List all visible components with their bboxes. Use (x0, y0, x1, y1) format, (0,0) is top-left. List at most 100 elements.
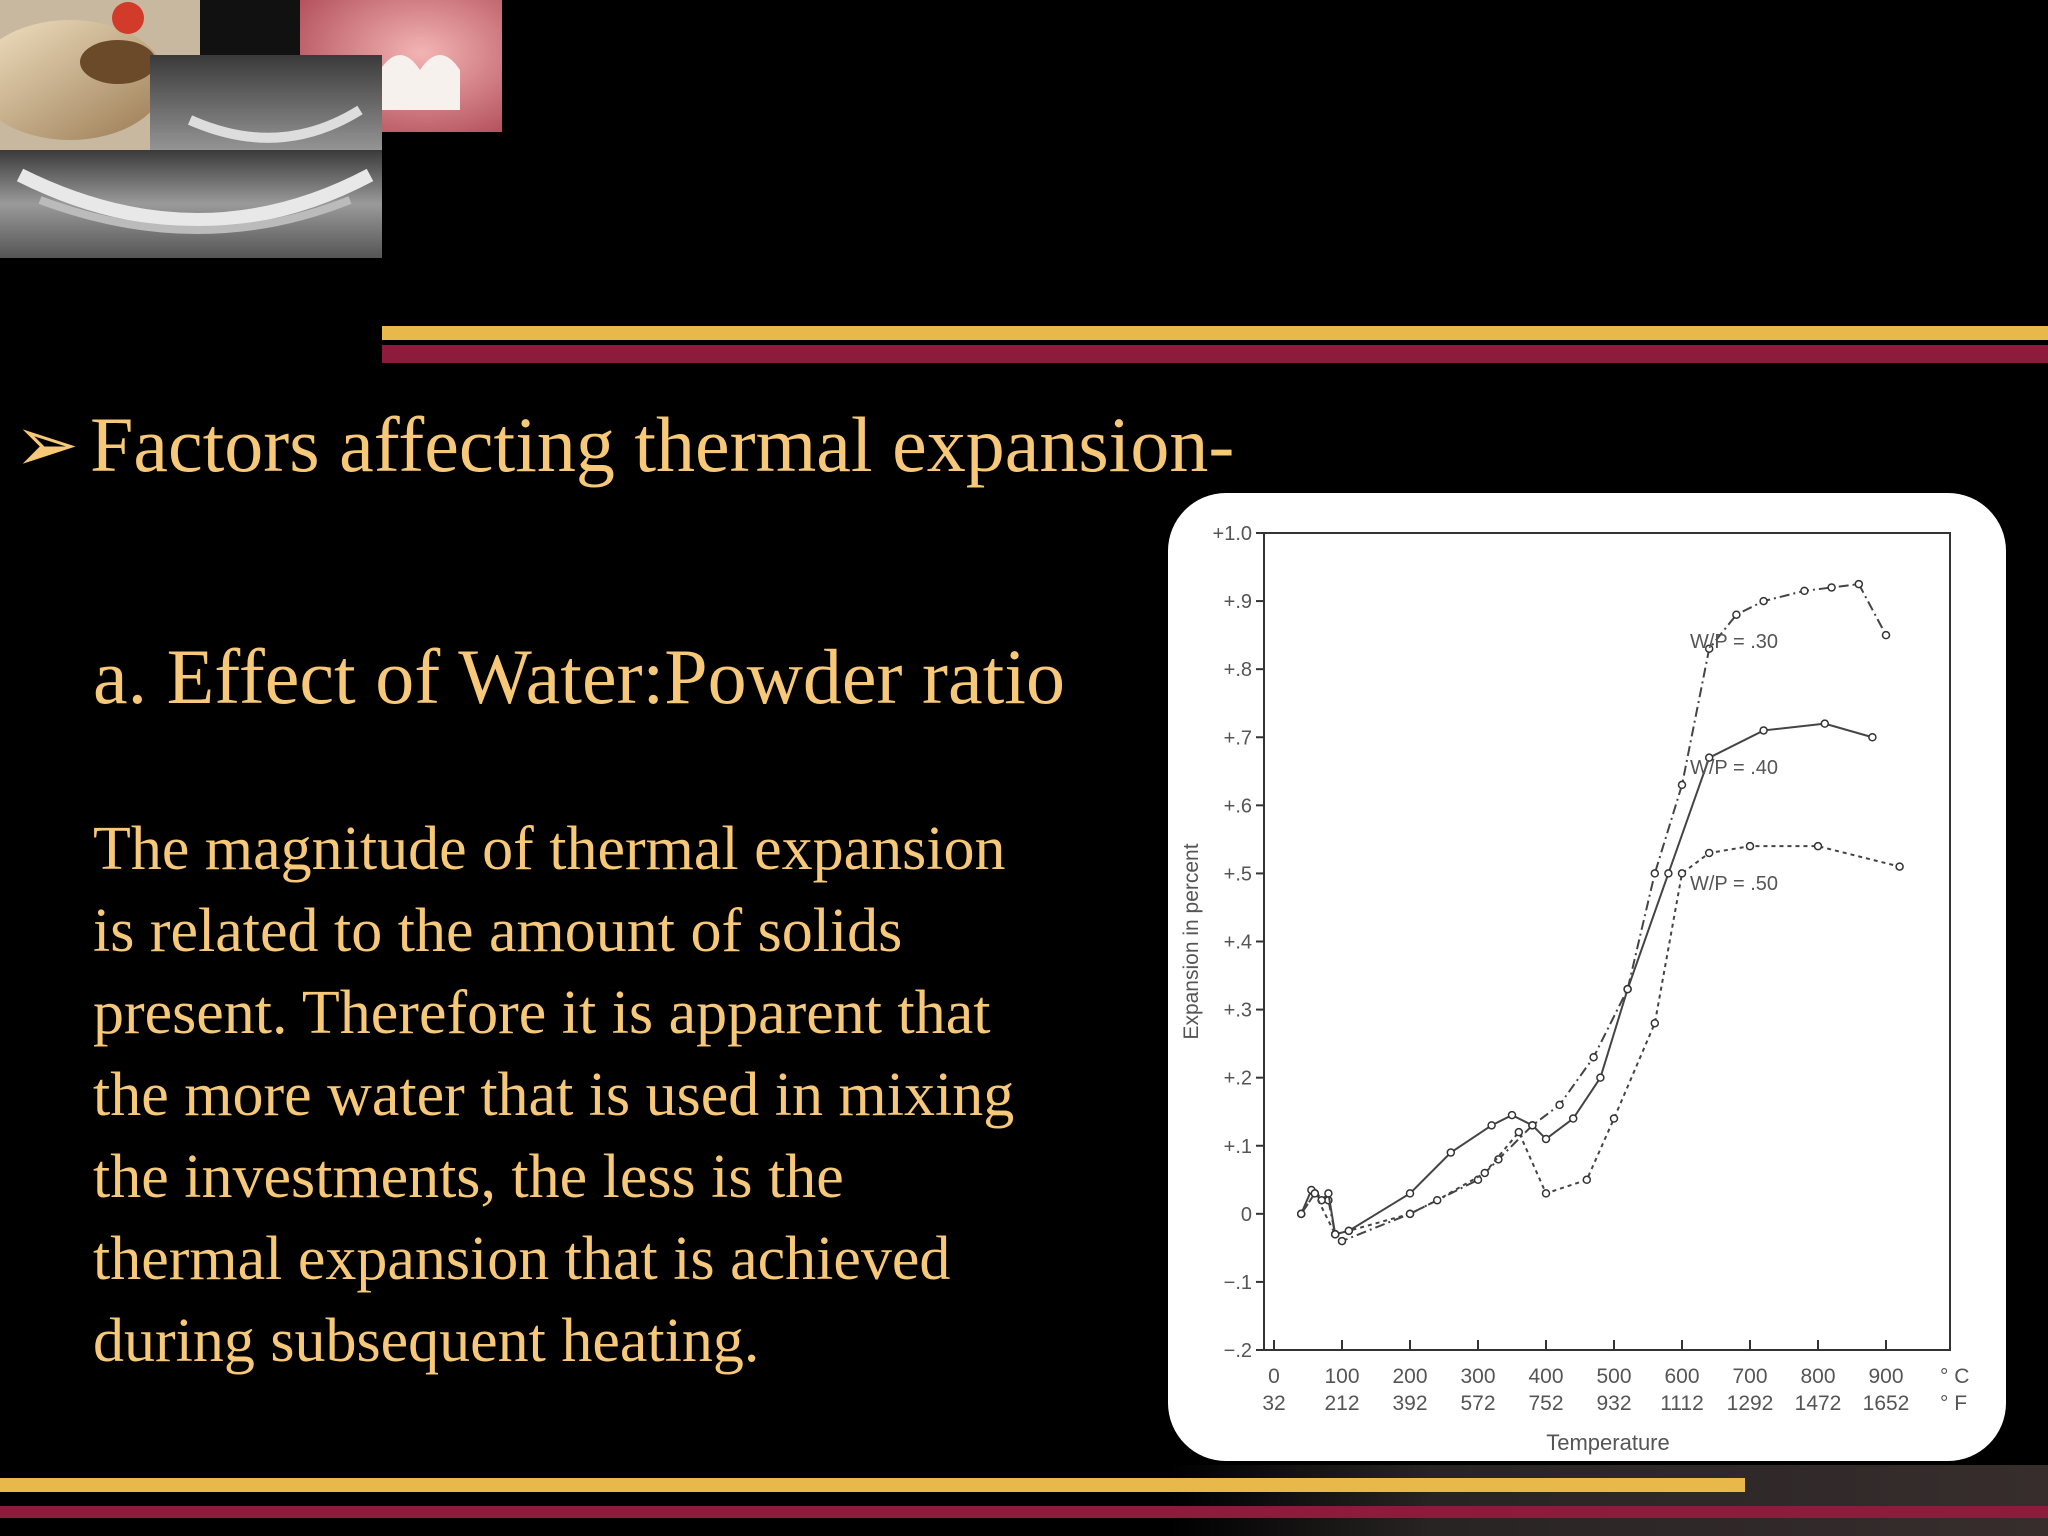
data-point (1895, 862, 1904, 871)
data-point (1650, 1018, 1660, 1028)
x-tick-label-celsius: 700 (1732, 1365, 1767, 1388)
data-point (1759, 726, 1768, 735)
body-paragraph: The magnitude of thermal expansion is re… (93, 808, 1153, 1382)
x-tick-label-celsius: 200 (1392, 1365, 1427, 1388)
x-tick-label-fahrenheit: 572 (1460, 1392, 1495, 1415)
x-tick-label-celsius: 400 (1528, 1365, 1563, 1388)
y-tick-label: +.5 (1224, 863, 1252, 885)
x-tick-label-celsius: 300 (1460, 1365, 1495, 1388)
y-tick-label: +.4 (1224, 932, 1252, 954)
data-point (1310, 1189, 1320, 1198)
body-line: is related to the amount of solids (93, 897, 903, 965)
data-point (1704, 753, 1714, 762)
data-point (1609, 1114, 1619, 1123)
data-point (1330, 1230, 1340, 1239)
y-tick-label: +1.0 (1213, 523, 1252, 545)
y-axis-label: Expansion in percent (1180, 843, 1203, 1039)
data-point (1324, 1189, 1333, 1198)
series-line (1300, 722, 1873, 1236)
y-tick-label: +.7 (1224, 727, 1252, 749)
data-point (1296, 1209, 1306, 1219)
y-tick-label: −.1 (1224, 1272, 1252, 1294)
series-line (1300, 845, 1900, 1236)
y-tick-label: 0 (1241, 1204, 1252, 1226)
bottom-maroon-band (0, 1506, 2048, 1518)
x-tick-label-celsius: 0 (1268, 1365, 1280, 1388)
y-tick-label: +.2 (1224, 1068, 1252, 1090)
x-tick-label-celsius: 800 (1800, 1365, 1835, 1388)
data-point (1677, 869, 1687, 878)
data-point (1344, 1226, 1354, 1236)
series-label: W/P = .30 (1690, 631, 1778, 653)
body-line: the investments, the less is the (93, 1143, 844, 1211)
dental-photo-collage (0, 0, 502, 258)
top-gold-band (382, 326, 2048, 340)
data-point (1664, 869, 1673, 878)
x-tick-label-fahrenheit: 752 (1528, 1392, 1563, 1415)
body-line: during subsequent heating. (93, 1307, 760, 1375)
data-point (1854, 579, 1864, 589)
y-tick-label: +.9 (1224, 591, 1252, 613)
slide-subheading: a. Effect of Water:Powder ratio (93, 633, 1065, 720)
unit-label-celsius: ° C (1940, 1365, 1969, 1388)
data-point (1820, 719, 1830, 728)
y-tick-label: +.1 (1224, 1136, 1252, 1158)
data-point (1677, 780, 1687, 790)
bottom-faded-decoration (1170, 1465, 2048, 1536)
data-point (1589, 1052, 1598, 1062)
body-line: The magnitude of thermal expansion (93, 815, 1006, 883)
x-tick-label-fahrenheit: 32 (1262, 1392, 1285, 1415)
data-point (1405, 1189, 1415, 1198)
body-line: present. Therefore it is apparent that (93, 979, 991, 1047)
data-point (1446, 1148, 1456, 1157)
data-point (1568, 1114, 1578, 1123)
x-tick-label-celsius: 500 (1596, 1365, 1631, 1388)
x-axis-label: Temperature (1546, 1430, 1670, 1455)
bottom-gold-band (0, 1478, 1745, 1492)
y-tick-label: −.2 (1224, 1340, 1252, 1362)
bullet-heading: ➢ Factors affecting thermal expansion- (14, 400, 1234, 490)
data-point (1432, 1195, 1442, 1205)
data-point (1623, 984, 1632, 994)
data-point (1541, 1189, 1551, 1198)
data-point (1650, 869, 1660, 878)
data-point (1704, 644, 1714, 653)
slide-heading: Factors affecting thermal expansion- (90, 401, 1235, 488)
chart-card (1168, 493, 2006, 1461)
data-point (1745, 841, 1755, 851)
x-tick-label-celsius: 900 (1868, 1365, 1903, 1388)
data-point (1582, 1175, 1592, 1185)
data-point (1704, 848, 1714, 858)
x-tick-label-fahrenheit: 212 (1324, 1392, 1359, 1415)
x-tick-label-fahrenheit: 392 (1392, 1392, 1427, 1415)
x-tick-label-fahrenheit: 1652 (1863, 1392, 1910, 1415)
data-point (1555, 1100, 1564, 1110)
data-point (1480, 1168, 1490, 1178)
expansion-chart: +1.0 +.9 +.8 +.7 +.6 +.5 +.4 +.3 +.2 +.1 0 −.1 −.2 0 3… (1180, 523, 1969, 1455)
bullet-arrow-icon: ➢ (14, 401, 80, 488)
data-point (1337, 1236, 1347, 1246)
x-tick-label-celsius: 100 (1324, 1365, 1359, 1388)
data-point (1487, 1121, 1496, 1130)
y-tick-label: +.8 (1224, 659, 1252, 681)
data-point (1827, 583, 1836, 592)
series-line (1300, 582, 1887, 1243)
data-point (1507, 1110, 1517, 1120)
body-line: thermal expansion that is achieved (93, 1225, 951, 1293)
data-point (1759, 596, 1768, 606)
unit-label-fahrenheit: ° F (1940, 1392, 1967, 1415)
y-tick-label: +.6 (1224, 795, 1252, 817)
data-point (1813, 841, 1823, 851)
y-tick-label: +.3 (1224, 1000, 1252, 1022)
x-tick-label-fahrenheit: 1292 (1727, 1392, 1774, 1415)
data-point (1596, 1073, 1605, 1082)
data-point (1868, 733, 1877, 742)
data-point (1732, 610, 1741, 619)
data-point (1528, 1121, 1537, 1130)
x-tick-label-fahrenheit: 1112 (1660, 1392, 1704, 1415)
data-point (1881, 630, 1891, 640)
series-label: W/P = .40 (1690, 757, 1778, 779)
data-point (1514, 1127, 1524, 1137)
top-maroon-band (382, 345, 2048, 363)
x-tick-label-celsius: 600 (1664, 1365, 1699, 1388)
